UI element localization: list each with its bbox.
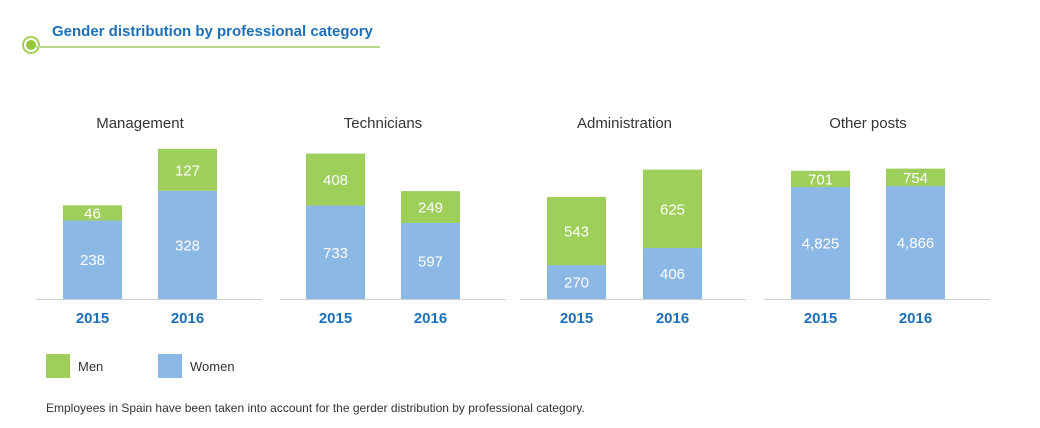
data-label: 408: [323, 172, 348, 189]
page-title: Gender distribution by professional cate…: [52, 23, 373, 40]
bar-segment-women: [158, 190, 217, 299]
data-label: 270: [564, 275, 589, 292]
data-label: 127: [175, 162, 200, 179]
title-bullet-icon: [22, 36, 40, 54]
data-label: 249: [418, 200, 443, 217]
data-label: 4,866: [897, 235, 935, 252]
data-label: 597: [418, 253, 443, 270]
footnote: Employees in Spain have been taken into …: [46, 401, 585, 415]
chart-panel-management: Management 238 46 2015 328 127 2016: [36, 115, 262, 327]
x-tick-label: 2015: [319, 310, 352, 327]
data-label: 733: [323, 245, 348, 262]
bar-segment-women: [791, 187, 850, 299]
bar-segment-women: [886, 186, 945, 299]
data-label: 701: [808, 171, 833, 188]
bar-segment-men: [63, 205, 122, 221]
data-label: 238: [80, 252, 105, 269]
x-tick-label: 2016: [414, 310, 447, 327]
data-label: 754: [903, 170, 928, 187]
bar-segment-men: [791, 170, 850, 188]
data-label: 625: [660, 201, 685, 218]
title-bullet-dot: [26, 40, 36, 50]
legend-swatch-women: [158, 354, 182, 378]
data-label: 328: [175, 237, 200, 254]
x-tick-label: 2016: [899, 310, 932, 327]
bar-segment-men: [401, 191, 460, 223]
x-tick-label: 2016: [656, 310, 689, 327]
legend-item-women: Women: [158, 354, 235, 378]
bar-segment-men: [306, 153, 365, 206]
bar-segment-women: [547, 265, 606, 299]
x-tick-label: 2015: [804, 310, 837, 327]
data-label: 543: [564, 224, 589, 241]
bar-segment-women: [63, 220, 122, 299]
legend-label-men: Men: [78, 358, 104, 374]
x-tick-label: 2016: [171, 310, 204, 327]
data-label: 46: [84, 205, 101, 222]
data-label: 4,825: [802, 236, 840, 253]
bar-segment-women: [306, 205, 365, 299]
chart-panel-other-posts: Other posts 4,825 701 2015 4,866 754 2016: [764, 115, 990, 327]
bar-segment-men: [547, 196, 606, 266]
bar-segment-women: [643, 248, 702, 299]
x-tick-label: 2015: [560, 310, 593, 327]
chart-title: Technicians: [344, 115, 422, 132]
chart-panel-administration: Administration 270 543 2015 406 625 2016: [520, 115, 746, 327]
chart-title-block: Gender distribution by professional cate…: [22, 18, 382, 58]
x-tick-label: 2015: [76, 310, 109, 327]
chart-panel-technicians: Technicians 733 408 2015 597 249 2016: [280, 115, 506, 327]
bar-segment-men: [886, 168, 945, 187]
legend-swatch-men: [46, 354, 70, 378]
title-underline: [36, 46, 380, 48]
chart-title: Administration: [577, 115, 672, 132]
legend-item-men: Men: [46, 354, 103, 378]
bar-segment-women: [401, 222, 460, 299]
chart-title: Management: [96, 115, 184, 132]
chart-title: Other posts: [829, 115, 907, 132]
bar-segment-men: [158, 148, 217, 191]
chart-area: Management2384620153281272016Technicians…: [36, 115, 990, 327]
bar-segment-men: [643, 169, 702, 249]
legend-label-women: Women: [190, 358, 235, 374]
data-label: 406: [660, 266, 685, 283]
